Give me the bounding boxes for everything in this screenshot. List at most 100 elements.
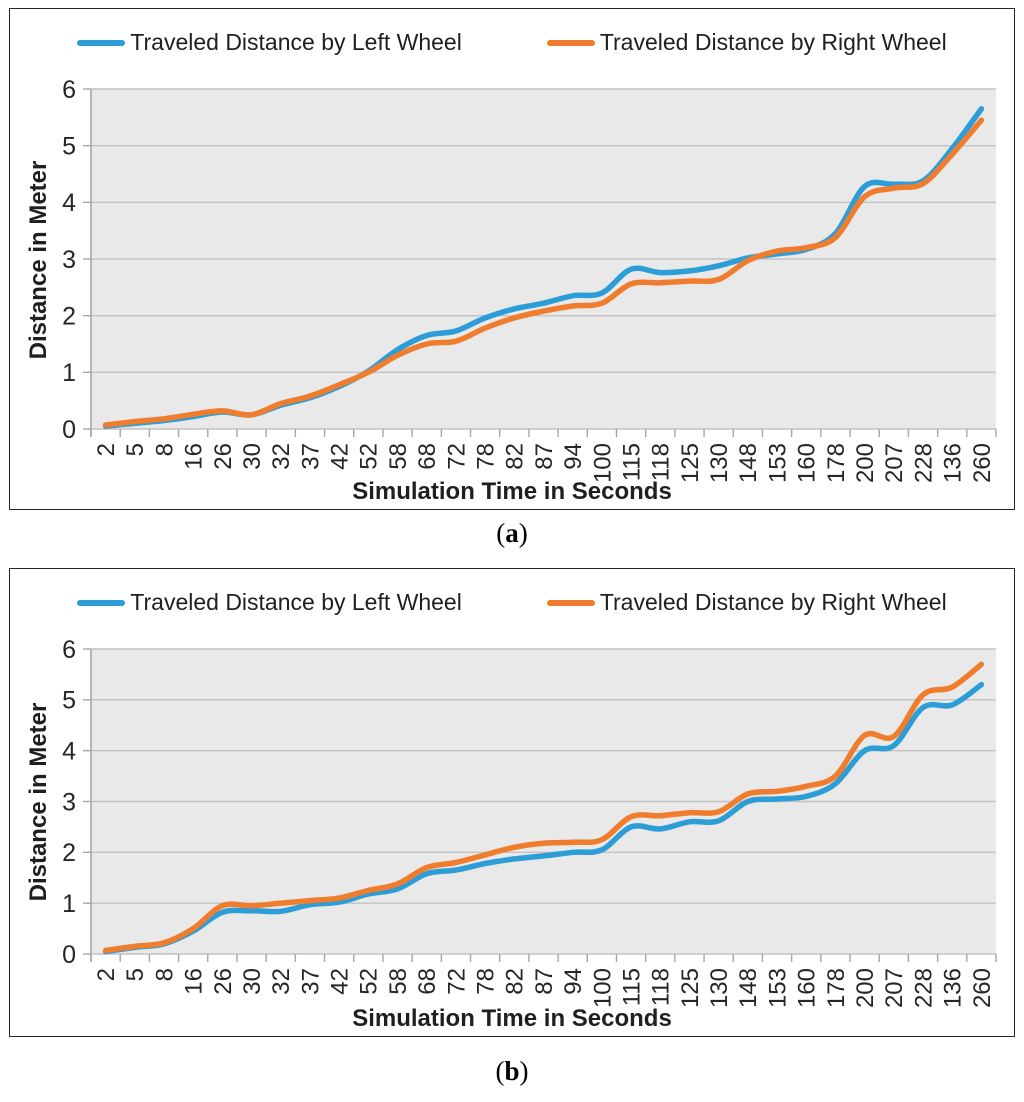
y-tick-label: 1: [62, 890, 76, 918]
y-tick-label: 2: [62, 839, 76, 867]
x-tick-label: 82: [502, 968, 529, 995]
left-wheel-swatch-icon: [77, 599, 126, 606]
x-axis-title-b: Simulation Time in Seconds: [352, 1005, 672, 1032]
x-tick-label: 207: [881, 443, 908, 483]
x-tick-label: 42: [327, 968, 354, 995]
x-tick-label: 78: [473, 443, 500, 470]
x-tick-label: 5: [122, 968, 149, 981]
y-tick-label: 5: [62, 132, 76, 160]
x-tick-label: 148: [735, 443, 762, 483]
x-tick-label: 228: [910, 443, 937, 483]
x-tick-label: 2: [93, 443, 120, 456]
x-tick-label: 72: [443, 443, 470, 470]
y-tick-label: 4: [62, 189, 76, 217]
x-tick-label: 228: [910, 968, 937, 1008]
x-tick-label: 42: [327, 443, 354, 470]
legend-b: Traveled Distance by Left Wheel Traveled…: [10, 589, 1014, 616]
legend-item-right-wheel: Traveled Distance by Right Wheel: [546, 589, 947, 616]
x-tick-label: 118: [648, 443, 675, 481]
right-wheel-swatch-icon: [546, 39, 595, 46]
y-tick-label: 2: [62, 302, 76, 330]
x-tick-label: 100: [589, 443, 616, 483]
x-tick-label: 160: [794, 968, 821, 1008]
x-tick-label: 153: [764, 443, 791, 483]
x-tick-label: 37: [297, 968, 324, 995]
x-tick-label: 16: [181, 968, 208, 995]
x-tick-label: 52: [356, 443, 383, 470]
x-tick-label: 26: [210, 968, 237, 995]
x-tick-label: 130: [706, 443, 733, 483]
x-tick-label: 68: [414, 968, 441, 995]
series-line-right-wheel: [102, 661, 985, 954]
y-tick-label: 6: [62, 76, 76, 104]
legend-a: Traveled Distance by Left Wheel Traveled…: [10, 29, 1014, 56]
x-tick-label: 87: [531, 968, 558, 995]
chart-b: Traveled Distance by Left Wheel Traveled…: [9, 568, 1015, 1037]
x-tick-label: 32: [268, 443, 295, 470]
x-tick-label: 130: [706, 968, 733, 1008]
x-tick-label: 200: [852, 443, 879, 483]
y-tick-label: 0: [62, 416, 76, 444]
y-tick-label: 3: [62, 788, 76, 816]
legend-label-right-wheel: Traveled Distance by Right Wheel: [599, 29, 947, 55]
x-tick-label: 153: [764, 968, 791, 1008]
y-tick-label: 5: [62, 687, 76, 715]
legend-item-right-wheel: Traveled Distance by Right Wheel: [546, 29, 947, 56]
x-tick-label: 100: [589, 968, 616, 1008]
legend-item-left-wheel: Traveled Distance by Left Wheel: [77, 589, 462, 616]
x-tick-label: 26: [210, 443, 237, 470]
right-wheel-swatch-icon: [546, 599, 595, 606]
x-tick-label: 58: [385, 968, 412, 995]
y-tick-label: 6: [62, 636, 76, 664]
x-tick-label: 2: [93, 968, 120, 981]
x-tick-label: 78: [473, 968, 500, 995]
x-tick-label: 125: [677, 968, 704, 1008]
x-tick-label: 82: [502, 443, 529, 470]
x-tick-label: 8: [151, 968, 178, 981]
x-tick-label: 115: [618, 443, 645, 481]
x-tick-label: 87: [531, 443, 558, 470]
x-tick-label: 178: [823, 968, 850, 1008]
left-wheel-swatch-icon: [77, 39, 126, 46]
y-tick-label: 0: [62, 941, 76, 969]
y-tick-label: 1: [62, 359, 76, 387]
series-line-left-wheel: [102, 681, 985, 955]
x-tick-label: 72: [443, 968, 470, 995]
x-tick-label: 58: [385, 443, 412, 470]
x-tick-label: 136: [940, 968, 967, 1008]
x-tick-label: 136: [940, 443, 967, 483]
x-axis-title-a: Simulation Time in Seconds: [352, 478, 672, 505]
x-tick-label: 37: [297, 443, 324, 470]
legend-label-right-wheel: Traveled Distance by Right Wheel: [599, 589, 947, 615]
chart-a: Traveled Distance by Left Wheel Traveled…: [9, 8, 1015, 510]
x-tick-label: 260: [969, 443, 996, 483]
x-tick-label: 16: [181, 443, 208, 470]
x-tick-label: 52: [356, 968, 383, 995]
x-tick-label: 68: [414, 443, 441, 470]
caption-b: (b): [495, 1056, 529, 1086]
x-tick-label: 207: [881, 968, 908, 1008]
legend-label-left-wheel: Traveled Distance by Left Wheel: [130, 29, 462, 55]
legend-item-left-wheel: Traveled Distance by Left Wheel: [77, 29, 462, 56]
x-tick-label: 8: [151, 443, 178, 456]
x-tick-label: 260: [969, 968, 996, 1008]
x-tick-label: 160: [794, 443, 821, 483]
x-tick-label: 94: [560, 443, 587, 470]
x-tick-label: 148: [735, 968, 762, 1008]
x-tick-label: 125: [677, 443, 704, 483]
series-line-right-wheel: [102, 117, 985, 428]
x-tick-label: 200: [852, 968, 879, 1008]
x-tick-label: 30: [239, 443, 266, 470]
x-tick-label: 30: [239, 968, 266, 995]
y-tick-label: 4: [62, 737, 76, 765]
x-tick-label: 118: [648, 968, 675, 1006]
x-tick-label: 178: [823, 443, 850, 483]
x-tick-label: 32: [268, 968, 295, 995]
y-tick-label: 3: [62, 246, 76, 274]
legend-label-left-wheel: Traveled Distance by Left Wheel: [130, 589, 462, 615]
caption-a: (a): [496, 518, 528, 548]
x-tick-label: 94: [560, 968, 587, 995]
x-tick-label: 5: [122, 443, 149, 456]
